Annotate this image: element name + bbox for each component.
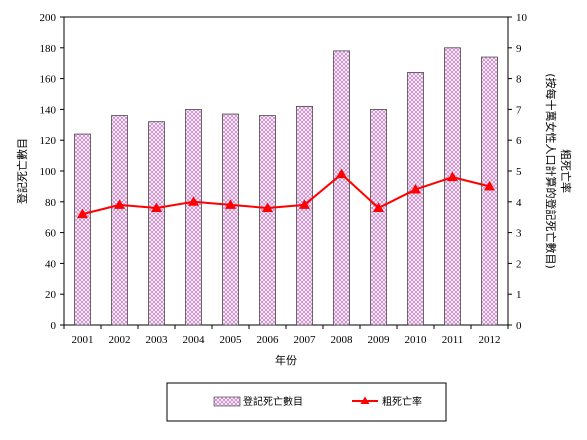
left-tick-label: 180 <box>40 43 57 55</box>
line-path <box>82 172 490 216</box>
right-axis: 0 1 2 3 4 5 6 7 8 9 10 <box>508 12 528 332</box>
x-tick-label: 2004 <box>183 334 206 346</box>
line-point-2001 <box>77 208 88 219</box>
bar-2011 <box>444 47 461 326</box>
right-tick-label: 8 <box>516 74 522 86</box>
x-tick-label: 2002 <box>109 334 131 346</box>
left-tick-label: 140 <box>40 104 57 116</box>
right-tick-label: 9 <box>516 43 522 55</box>
right-tick-label: 7 <box>516 104 522 116</box>
left-tick-label: 100 <box>40 166 57 178</box>
line-point-2002 <box>114 199 125 209</box>
right-axis-title-line1: 粗死亡率 <box>559 149 573 193</box>
line-point-2012 <box>484 180 495 191</box>
right-tick-label: 5 <box>516 166 522 178</box>
right-tick-label: 1 <box>516 289 522 301</box>
bar-2005 <box>222 113 239 326</box>
left-tick-label: 0 <box>51 320 57 332</box>
x-axis-title: 年份 <box>275 353 297 367</box>
left-tick-label: 60 <box>45 228 57 240</box>
bar-2008 <box>333 50 350 326</box>
left-tick-label: 20 <box>45 289 57 301</box>
x-tick-label: 2009 <box>368 334 391 346</box>
left-tick-label: 200 <box>40 12 57 24</box>
left-tick-label: 40 <box>45 258 57 270</box>
line-point-2005 <box>225 199 236 209</box>
x-axis: 2001 2002 2003 2004 2005 2006 2007 2008 2009 2010… <box>63 325 509 346</box>
x-tick-label: 2001 <box>72 334 94 346</box>
line-point-2007 <box>299 199 310 209</box>
legend-bar-swatch <box>213 396 241 407</box>
bar-2010 <box>407 72 424 326</box>
line-series <box>77 168 495 219</box>
left-axis-title: 登記死亡數目 <box>15 138 29 204</box>
x-tick-label: 2011 <box>442 334 464 346</box>
x-tick-label: 2003 <box>146 334 169 346</box>
bar-2006 <box>259 115 276 326</box>
x-tick-label: 2006 <box>257 334 280 346</box>
right-tick-label: 0 <box>516 320 522 332</box>
line-point-2009 <box>373 202 384 212</box>
bar-2003 <box>148 121 165 326</box>
line-point-2008 <box>336 168 347 179</box>
legend-line-label: 粗死亡率 <box>382 395 422 408</box>
right-tick-label: 10 <box>516 12 528 24</box>
left-tick-label: 80 <box>45 197 57 209</box>
x-tick-label: 2010 <box>405 334 428 346</box>
line-point-2011 <box>447 171 458 182</box>
x-tick-label: 2007 <box>294 334 317 346</box>
x-tick-label: 2012 <box>479 334 501 346</box>
bar-2007 <box>296 105 313 326</box>
bar-series <box>74 47 498 326</box>
bar-2004 <box>185 109 202 326</box>
bar-2002 <box>111 115 128 326</box>
line-point-2006 <box>262 202 273 212</box>
legend-box <box>166 382 447 422</box>
legend-bar-label: 登記死亡數目 <box>243 395 303 408</box>
legend: 登記死亡數目 粗死亡率 <box>166 382 447 422</box>
right-axis-title-line2: (按每十萬女性人口計算的登記死亡數目) <box>544 73 558 269</box>
x-tick-label: 2008 <box>331 334 354 346</box>
line-point-2010 <box>410 183 421 194</box>
bar-2001 <box>74 133 91 326</box>
right-tick-label: 6 <box>516 135 522 147</box>
bar-2012 <box>481 56 498 326</box>
left-tick-label: 160 <box>40 74 57 86</box>
x-tick-label: 2005 <box>220 334 243 346</box>
right-tick-label: 3 <box>516 228 522 240</box>
right-tick-label: 4 <box>516 197 522 209</box>
plot-area <box>63 16 509 326</box>
right-tick-label: 2 <box>516 258 522 270</box>
line-point-2004 <box>188 196 199 206</box>
legend-line-marker <box>360 396 370 404</box>
left-tick-label: 120 <box>40 135 57 147</box>
left-axis: 0 20 40 60 80 100 120 140 160 180 200 <box>40 12 64 332</box>
line-point-2003 <box>151 202 162 212</box>
bar-2009 <box>370 109 387 326</box>
